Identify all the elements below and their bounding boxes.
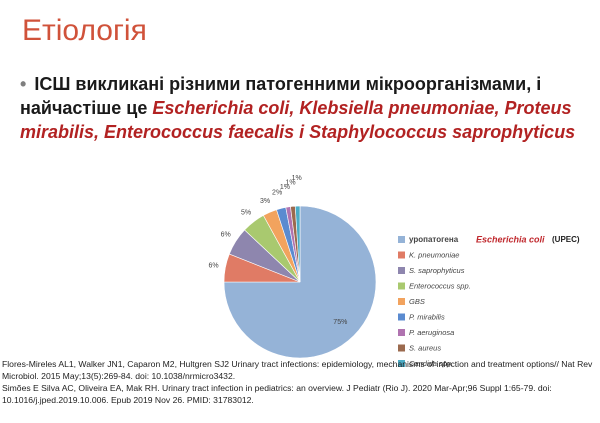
- slice-label: 5%: [241, 209, 251, 216]
- slice-label: 3%: [260, 198, 270, 205]
- bullet-text: ІСШ викликані різними патогенними мікроо…: [20, 74, 542, 118]
- slice-label: 2%: [272, 190, 282, 197]
- bullet: • ІСШ викликані різними патогенними мікро…: [20, 74, 576, 142]
- slice-label: 75%: [333, 319, 347, 326]
- reference: Simões E Silva AC, Oliveira EA, Mak RH. …: [2, 383, 552, 405]
- legend-label: GBS: [409, 297, 425, 306]
- annotation-suffix: (UPEC): [552, 235, 580, 244]
- slice-label: 1%: [280, 184, 290, 191]
- slice-label: 1%: [292, 175, 302, 182]
- legend-label: уропатогена: [409, 235, 459, 244]
- legend-label: S. aureus: [409, 343, 441, 352]
- bullet-highlight: Escherichia coli, Klebsiella pneumoniae,…: [20, 98, 576, 142]
- legend-label: Candida spp.: [409, 359, 453, 368]
- legend-swatch: [398, 267, 405, 274]
- slice-label: 1%: [286, 179, 296, 186]
- legend-swatch: [398, 298, 405, 305]
- annotation: Escherichia coli: [476, 234, 545, 244]
- legend-label: Enterococcus spp.: [409, 281, 471, 290]
- legend-swatch: [398, 282, 405, 290]
- slice-label: 6%: [221, 232, 231, 239]
- legend-swatch: [398, 344, 405, 352]
- pie-slice: [223, 205, 377, 359]
- slice-label: 6%: [208, 262, 218, 269]
- slide-title: Етіологія: [22, 14, 147, 47]
- legend-swatch: [398, 360, 405, 367]
- references: Flores-Mireles AL1, Walker JN1, Caparon …: [2, 358, 598, 406]
- legend-swatch: [398, 236, 405, 243]
- reference: Flores-Mireles AL1, Walker JN1, Caparon …: [2, 359, 593, 381]
- legend-label: K. pneumoniae: [409, 250, 459, 259]
- legend-label: P. mirabilis: [409, 312, 445, 321]
- legend-swatch: [398, 251, 405, 259]
- legend-label: P. aeruginosa: [409, 328, 454, 337]
- legend-swatch: [398, 329, 405, 336]
- legend-swatch: [398, 313, 405, 321]
- pie-slice: [294, 205, 301, 283]
- legend-label: S. saprophyticus: [409, 266, 465, 275]
